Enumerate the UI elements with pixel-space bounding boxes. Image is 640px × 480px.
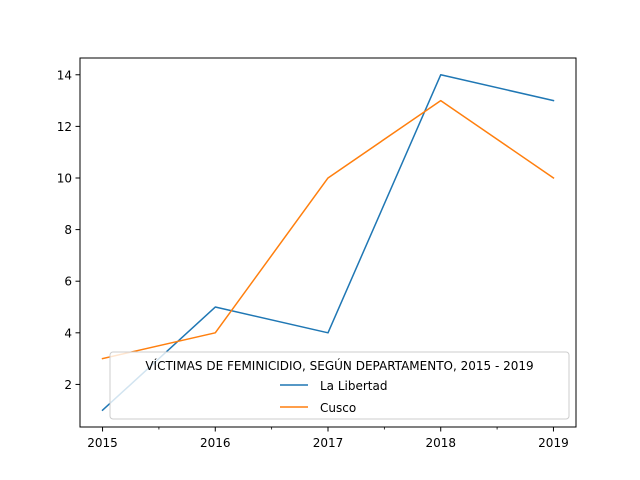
y-tick-label: 4 (64, 326, 72, 340)
y-tick-label: 14 (57, 68, 72, 82)
series-layer (101, 74, 555, 412)
x-tick-label: 2016 (200, 436, 231, 450)
legend-title: VÍCTIMAS DE FEMINICIDIO, SEGÚN DEPARTAME… (145, 358, 533, 373)
x-tick-label: 2015 (87, 436, 118, 450)
y-tick-label: 2 (64, 378, 72, 392)
x-tick-label: 2019 (538, 436, 569, 450)
legend: VÍCTIMAS DE FEMINICIDIO, SEGÚN DEPARTAME… (109, 351, 570, 420)
x-tick-label: 2017 (313, 436, 344, 450)
y-tick-label: 8 (64, 223, 72, 237)
legend-label-la-libertad: La Libertad (320, 379, 387, 393)
legend-box (109, 351, 570, 420)
y-axis: 2 4 6 8 10 12 14 (57, 68, 80, 392)
x-axis: 2015 2016 2017 2018 2019 (87, 427, 569, 450)
y-tick-label: 6 (64, 275, 72, 289)
y-tick-label: 12 (57, 120, 72, 134)
legend-label-cusco: Cusco (320, 401, 356, 415)
series-line-cusco (101, 99, 555, 360)
x-tick-label: 2018 (425, 436, 456, 450)
y-tick-label: 10 (57, 171, 72, 185)
